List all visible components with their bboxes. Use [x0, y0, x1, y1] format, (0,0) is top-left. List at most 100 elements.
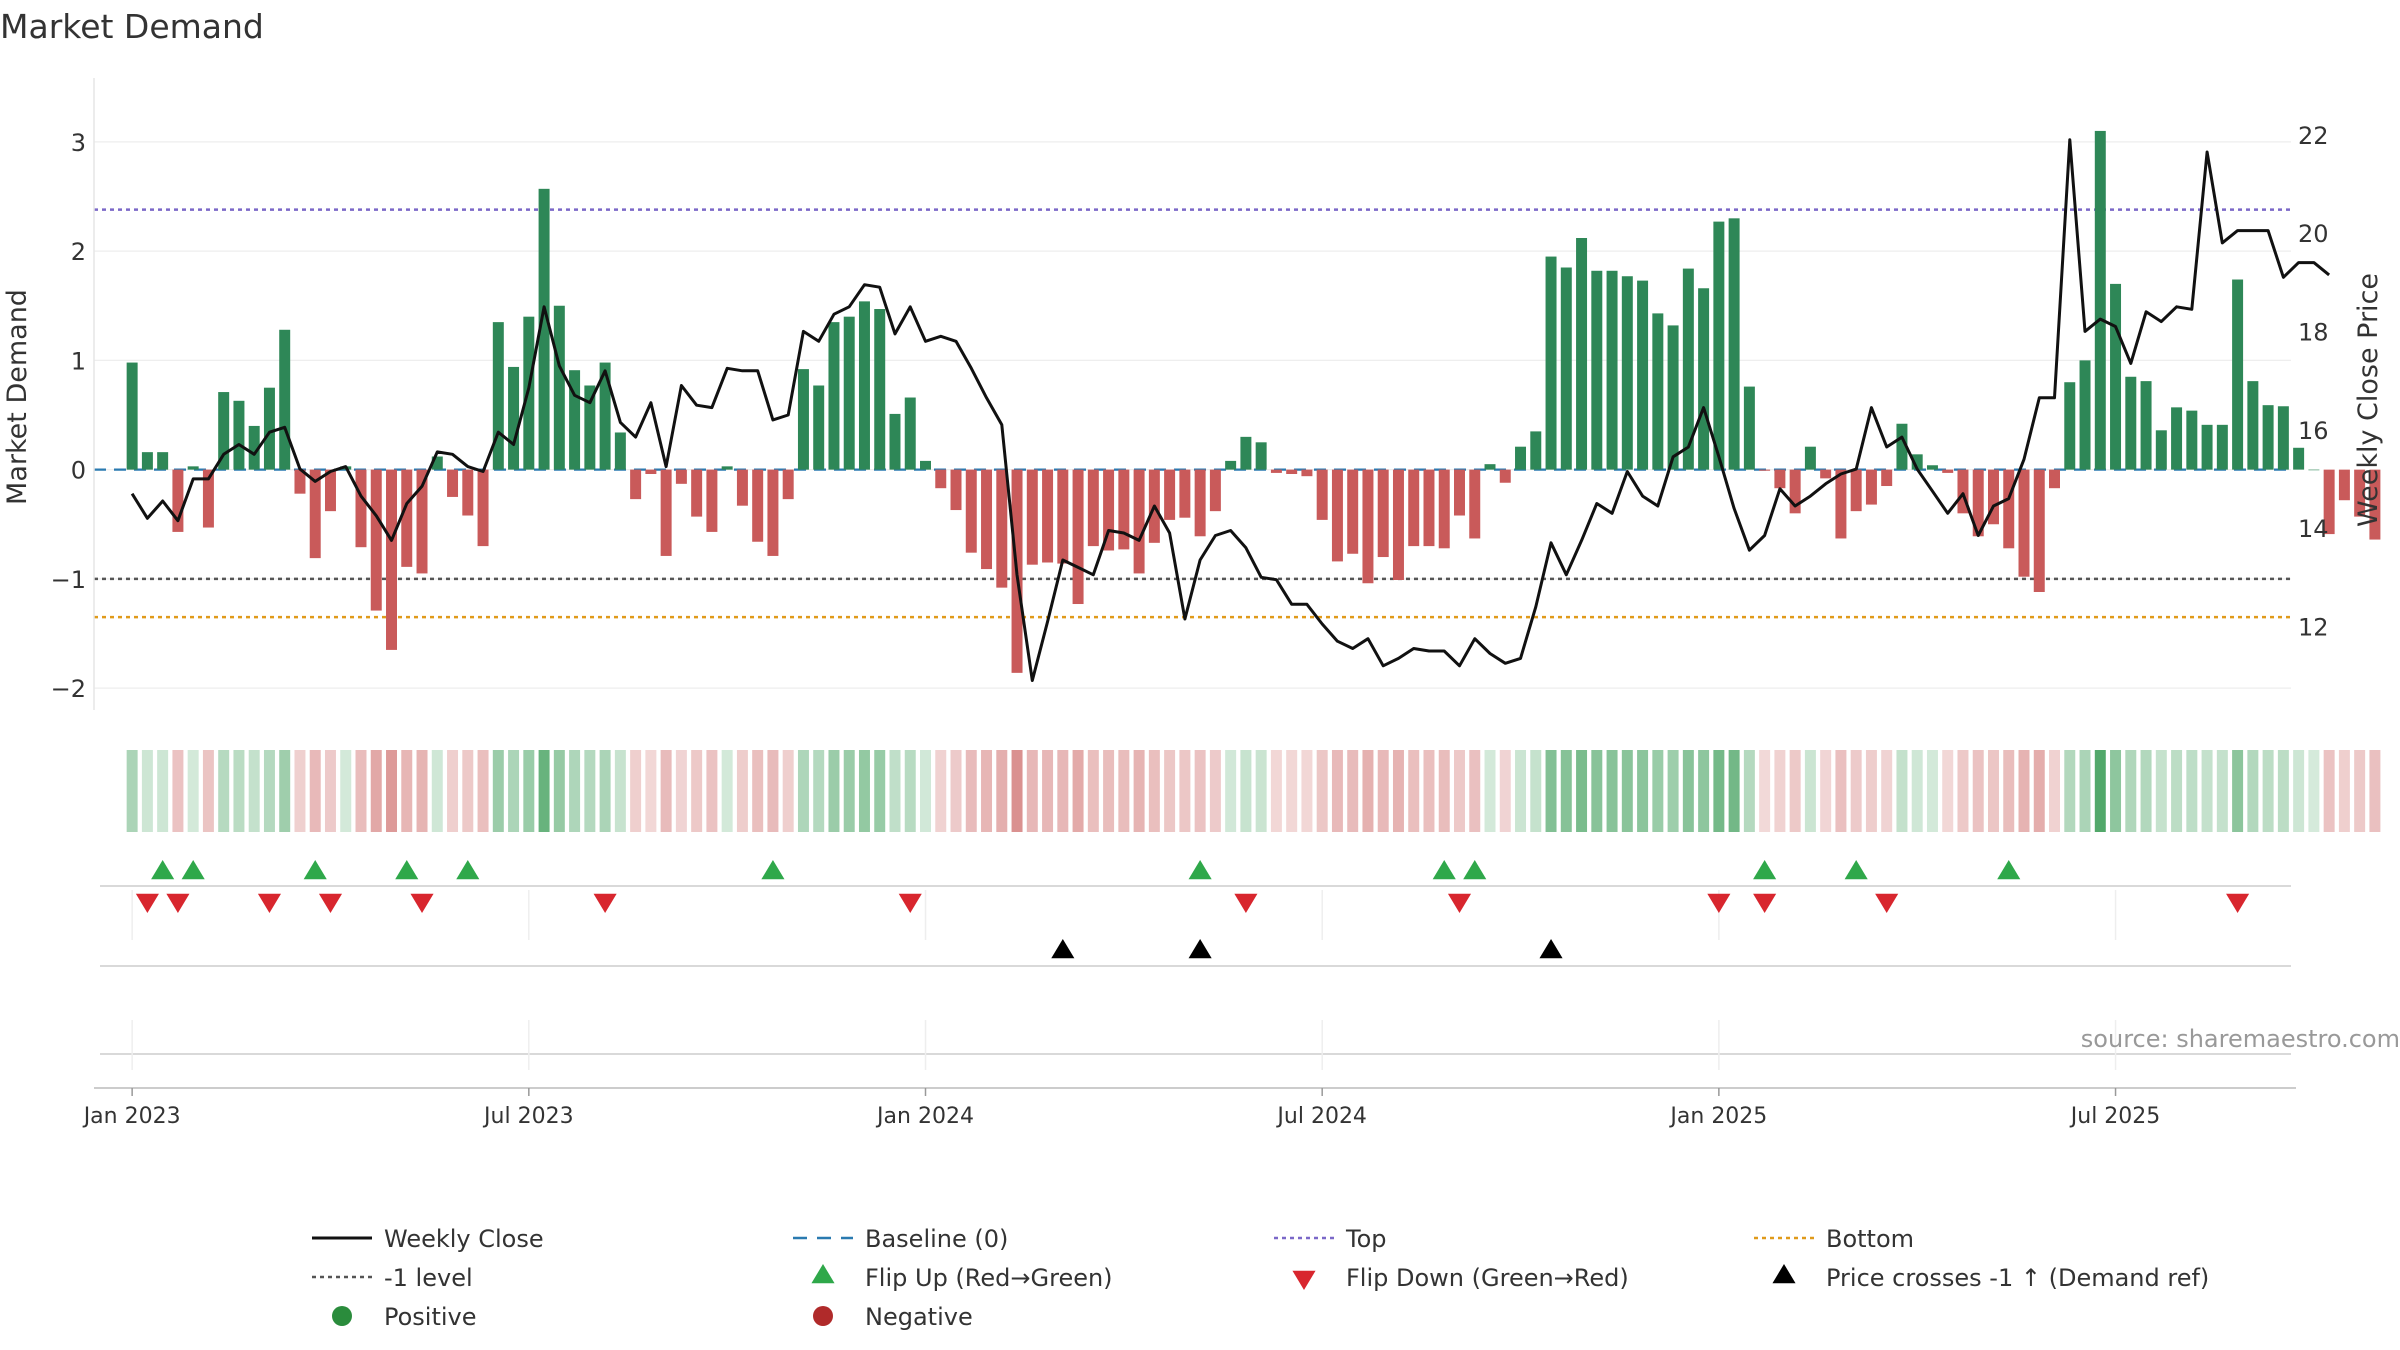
y-tick-label: −2: [51, 675, 86, 703]
demand-bar: [614, 432, 626, 470]
demand-bar: [1576, 238, 1588, 470]
demand-bar: [2262, 405, 2274, 470]
x-axis: Jan 2023 Jul 2023 Jan 2024 Jul 2024 Jan 2025…: [82, 1087, 2296, 1129]
heat-cell: [660, 750, 672, 832]
heat-cell: [1560, 750, 1572, 832]
demand-bar: [584, 385, 596, 470]
demand-bar: [2338, 469, 2350, 501]
heat-cell: [1301, 750, 1313, 832]
heat-cell: [2369, 750, 2381, 832]
heat-cell: [1606, 750, 1618, 832]
heat-cell: [904, 750, 916, 832]
legend-label: Baseline (0): [865, 1225, 1008, 1253]
heat-cell: [2201, 750, 2213, 832]
heat-cell: [996, 750, 1008, 832]
heat-cell: [1118, 750, 1130, 832]
demand-bar: [874, 309, 886, 470]
demand-bar: [2216, 424, 2228, 470]
demand-bar: [1942, 469, 1954, 473]
demand-bar: [477, 469, 489, 547]
y2-tick-label: 20: [2298, 220, 2329, 248]
x-tick-label: Jan 2025: [1668, 1104, 1767, 1129]
heat-cell: [1926, 750, 1938, 832]
heat-cell: [1408, 750, 1420, 832]
demand-bar: [218, 392, 230, 470]
heat-cell: [1667, 750, 1679, 832]
legend-swatch: [1292, 1270, 1316, 1290]
heat-cell: [523, 750, 535, 832]
demand-bar: [1545, 256, 1557, 470]
heat-cell: [218, 750, 230, 832]
flip-up-marker: [1188, 860, 1212, 880]
x-tick-label: Jan 2023: [82, 1104, 181, 1129]
heat-cell: [1774, 750, 1786, 832]
flip-down-marker: [593, 893, 617, 913]
heat-cell: [1026, 750, 1038, 832]
demand-bar: [1972, 469, 1984, 537]
demand-bar: [2140, 381, 2152, 470]
heat-cell: [187, 750, 199, 832]
source-credit: source: sharemaestro.com: [2081, 1025, 2400, 1053]
demand-bar: [324, 469, 336, 512]
heat-cell: [1148, 750, 1160, 832]
heat-cell: [1286, 750, 1298, 832]
y2-tick-label: 22: [2298, 122, 2329, 150]
demand-bar: [889, 413, 901, 470]
demand-bar: [187, 466, 199, 470]
heat-cell: [294, 750, 306, 832]
flip-down-marker: [2226, 893, 2250, 913]
demand-bar: [2247, 381, 2259, 470]
heat-cell: [1759, 750, 1771, 832]
heat-cell: [1652, 750, 1664, 832]
heat-cell: [2049, 750, 2060, 832]
demand-bar: [1774, 469, 1786, 489]
heat-cell: [1392, 750, 1404, 832]
heat-cell: [538, 750, 550, 832]
heat-cell: [1713, 750, 1725, 832]
demand-bar: [355, 469, 367, 548]
demand-bar: [2308, 469, 2320, 471]
heat-cell: [797, 750, 809, 832]
heat-cell: [2110, 750, 2122, 832]
heat-cell: [141, 750, 153, 832]
demand-bar: [1530, 431, 1542, 470]
heat-cell: [1988, 750, 1999, 832]
demand-bar: [691, 469, 703, 517]
y-tick-label: −1: [51, 566, 86, 594]
demand-bar: [1957, 469, 1969, 514]
reference-levels: [94, 208, 2291, 619]
demand-bar: [1240, 436, 1252, 470]
heat-cell: [889, 750, 901, 832]
heat-cell: [691, 750, 703, 832]
demand-bar: [2064, 382, 2076, 470]
heat-cell: [1454, 750, 1465, 832]
demand-bar: [126, 362, 138, 470]
heat-cell: [1240, 750, 1252, 832]
heat-cell: [492, 750, 504, 832]
heat-cell: [1515, 750, 1527, 832]
y2-tick-label: 12: [2298, 613, 2329, 641]
flip-up-marker: [1844, 860, 1868, 880]
y-axis-label: Market Demand: [2, 289, 33, 505]
demand-bar: [1759, 469, 1771, 471]
legend-label: Flip Down (Green→Red): [1346, 1264, 1629, 1292]
heat-cell: [1133, 750, 1145, 832]
flip-up-marker: [1432, 860, 1456, 880]
demand-bar: [401, 469, 413, 567]
demand-bar: [2033, 469, 2045, 592]
demand-bar: [462, 469, 474, 516]
heat-cell: [1942, 750, 1954, 832]
heat-cell: [2338, 750, 2350, 832]
heat-cell: [1865, 750, 1877, 832]
legend-swatch: [332, 1306, 352, 1326]
demand-bar: [920, 460, 931, 470]
heat-cell: [2094, 750, 2106, 832]
demand-bar: [1209, 469, 1221, 512]
demand-bar: [1881, 469, 1893, 487]
heat-cell: [1591, 750, 1603, 832]
heat-cell: [1255, 750, 1267, 832]
heat-cell: [2277, 750, 2289, 832]
heat-cell: [1545, 750, 1557, 832]
demand-bar: [1286, 469, 1298, 474]
